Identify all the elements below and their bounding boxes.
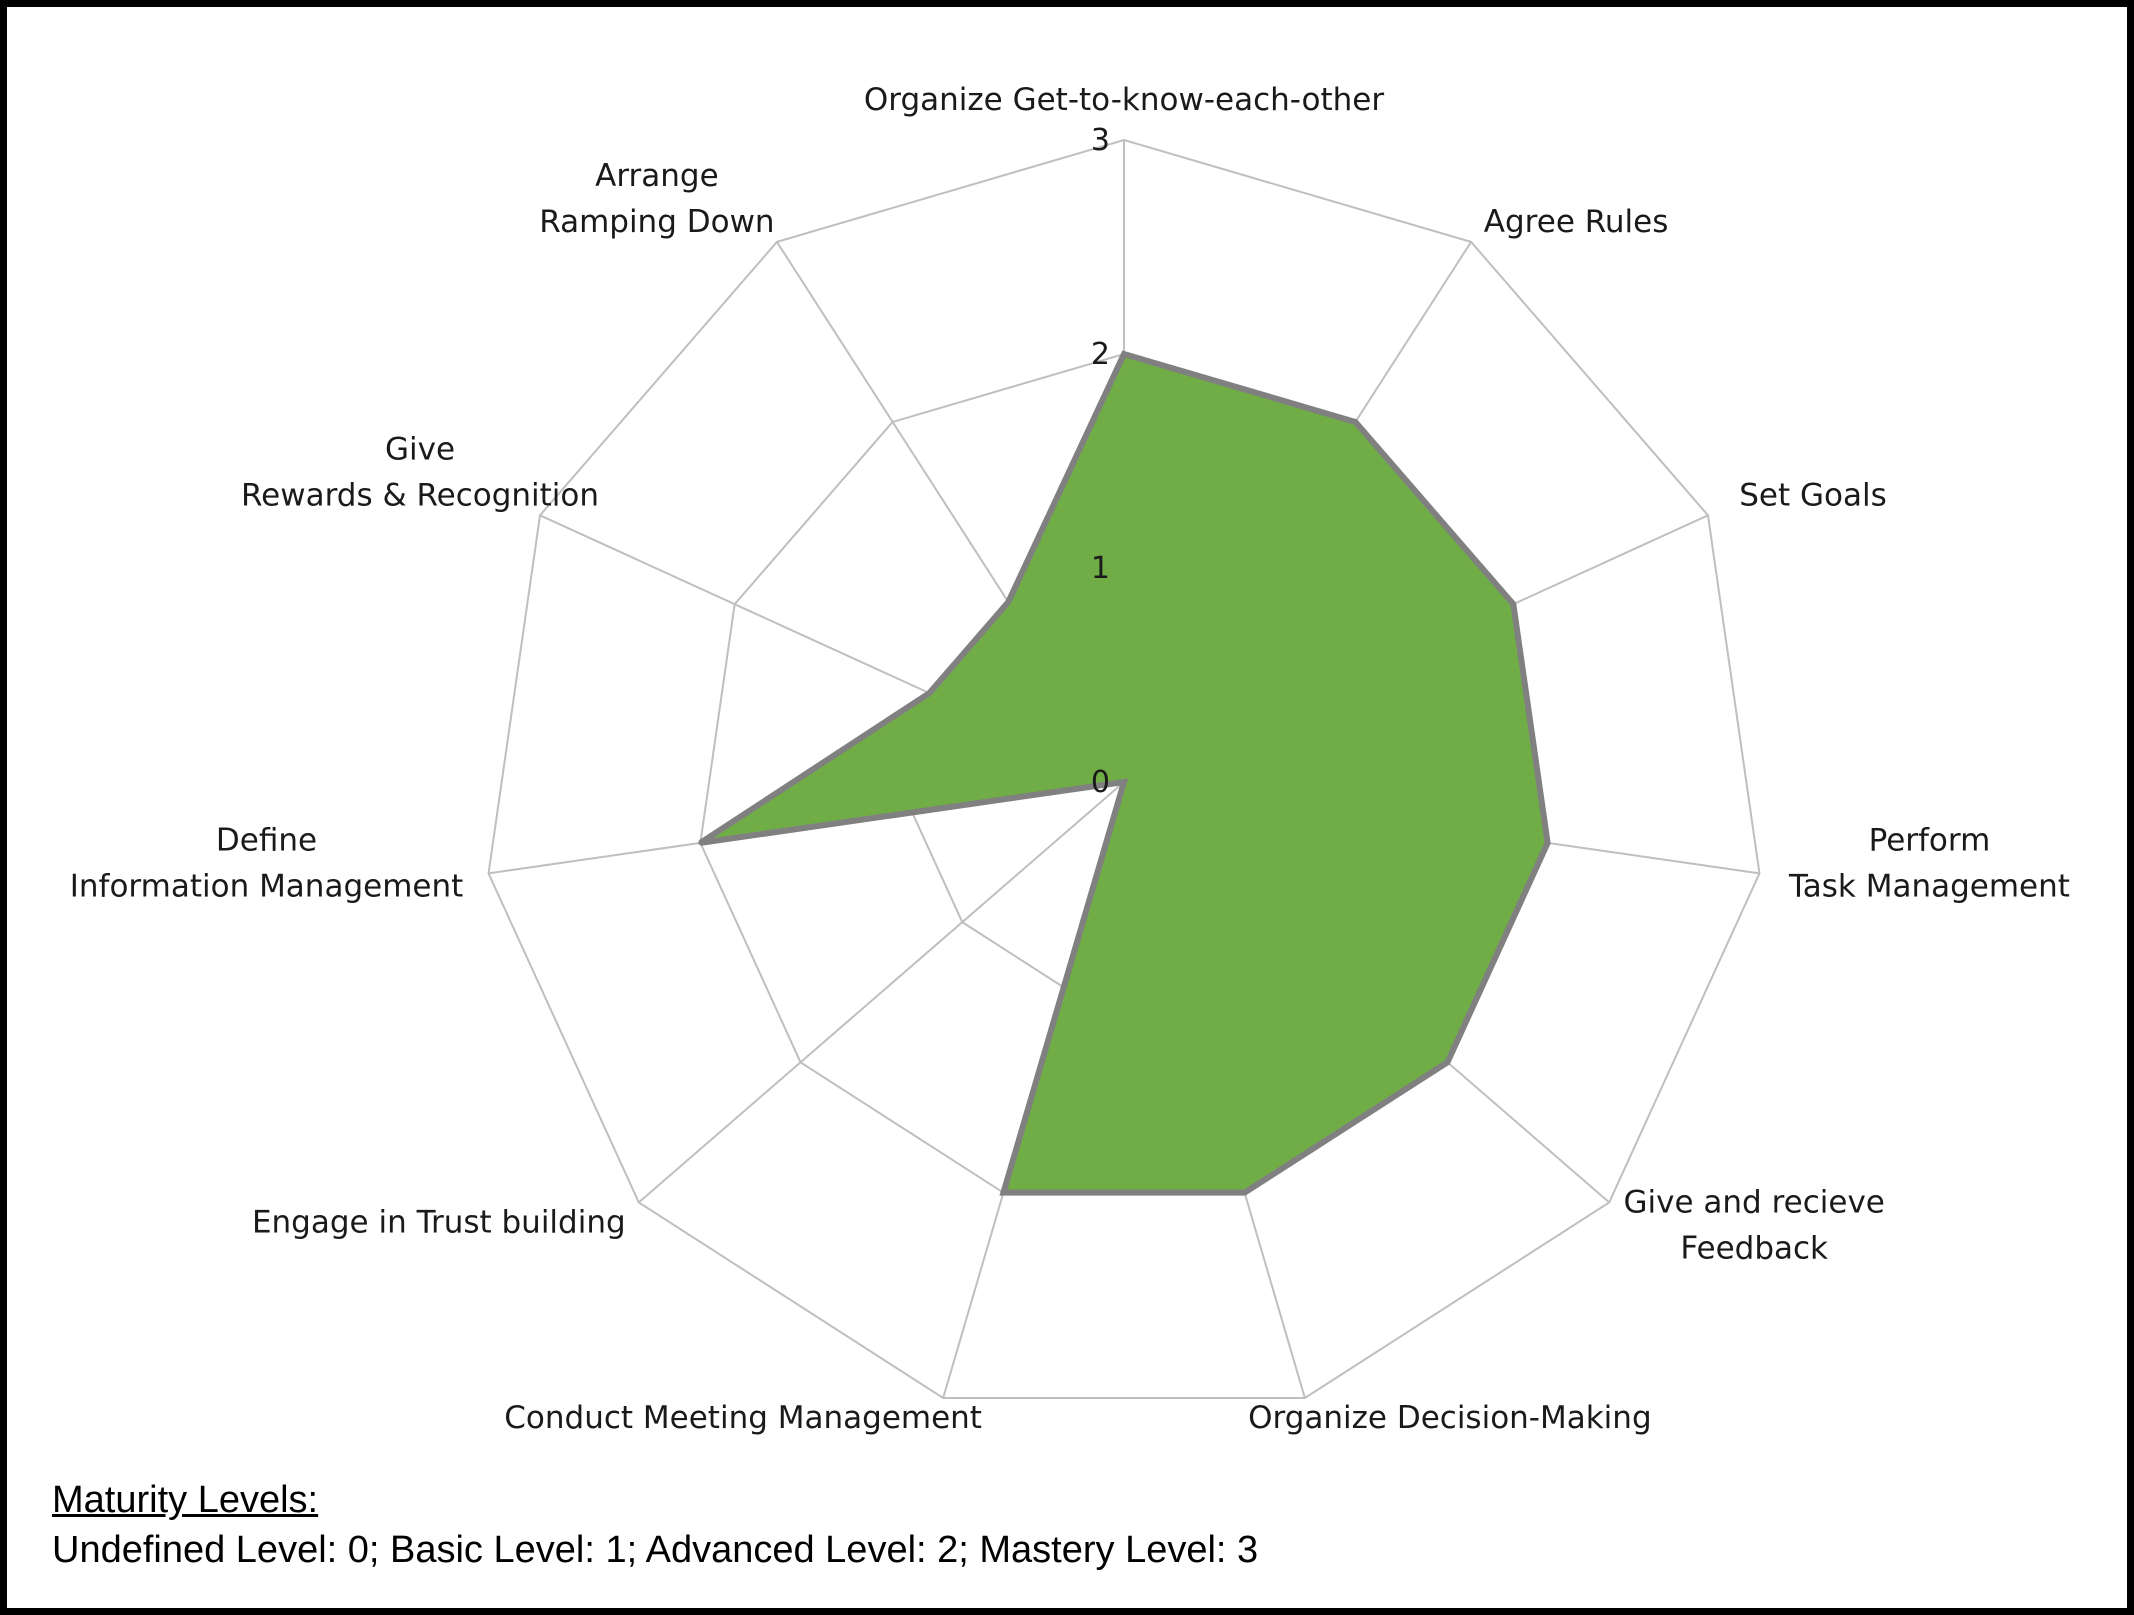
legend-title: Maturity Levels:: [52, 1479, 319, 1521]
axis-label-3-0: Perform: [1869, 822, 1991, 858]
axis-label-10-1: Ramping Down: [539, 204, 774, 240]
radar-axis-labels: Organize Get-to-know-each-other Agree Rul…: [70, 82, 2070, 1436]
data-point-1: [1353, 419, 1358, 424]
axis-label-3-1: Task Management: [1788, 868, 2070, 904]
tick-label-0: 0: [1091, 765, 1110, 800]
data-point-5: [1242, 1190, 1247, 1195]
data-point-6: [1001, 1190, 1006, 1195]
maturity-legend: Maturity Levels: Undefined Level: 0; Bas…: [52, 1475, 1258, 1575]
radar-data: [698, 350, 1551, 1196]
axis-label-9-1: Rewards & Recognition: [241, 477, 599, 513]
axis-label-6-0: Conduct Meeting Management: [504, 1400, 982, 1436]
data-point-10: [1006, 599, 1011, 604]
axis-label-8-1: Information Management: [70, 868, 464, 904]
axis-label-9-0: Give: [385, 431, 455, 467]
grid-spoke-7: [638, 781, 1125, 1204]
axis-label-5-0: Organize Decision-Making: [1248, 1400, 1652, 1436]
axis-label-0-0: Organize Get-to-know-each-other: [864, 82, 1385, 118]
data-point-4: [1445, 1060, 1450, 1065]
tick-label-3: 3: [1091, 123, 1110, 158]
axis-label-8-0: Define: [216, 822, 317, 858]
data-point-3: [1545, 840, 1550, 845]
data-area: [698, 350, 1551, 1196]
grid-ring-3: [487, 138, 1761, 1399]
axis-label-4-0: Give and recieve: [1624, 1184, 1885, 1220]
axis-label-2-0: Set Goals: [1739, 477, 1887, 513]
radar-ticks: 0 1 2 3: [1091, 123, 1110, 800]
data-point-0: [1122, 352, 1126, 356]
tick-label-1: 1: [1091, 551, 1110, 586]
axis-label-10-0: Arrange: [595, 158, 719, 194]
data-point-8: [698, 840, 703, 845]
axis-label-4-1: Feedback: [1680, 1230, 1828, 1266]
data-point-7: [1122, 780, 1126, 784]
data-point-2: [1511, 602, 1516, 607]
tick-label-2: 2: [1091, 337, 1110, 372]
axis-label-7-0: Engage in Trust building: [252, 1204, 626, 1240]
data-point-9: [927, 691, 932, 696]
legend-text: Undefined Level: 0; Basic Level: 1; Adva…: [52, 1529, 1259, 1571]
axis-label-1-0: Agree Rules: [1484, 204, 1669, 240]
